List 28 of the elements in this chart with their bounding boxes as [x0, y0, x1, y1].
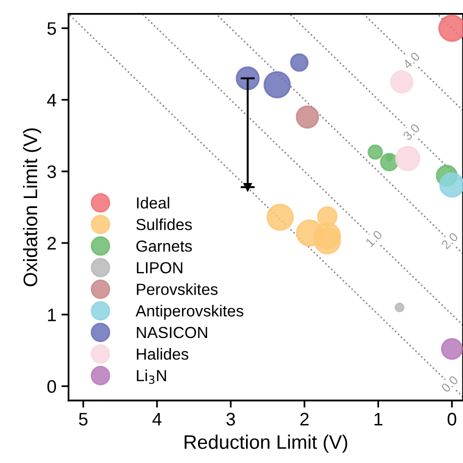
- x-tick-label: 5: [78, 412, 88, 426]
- legend-label: LIPON: [136, 262, 182, 274]
- legend-label: Perovskites: [136, 283, 218, 295]
- annotation: 0.0: [440, 375, 459, 393]
- y-tick-label: 3: [47, 165, 56, 178]
- legend-label: Antiperovskites: [136, 304, 244, 320]
- legend-label: Ideal: [137, 196, 170, 209]
- x-tick-label: 1: [374, 412, 382, 426]
- y-axis-title: Oxidation Limit (V): [22, 128, 42, 286]
- y-tick-label: 0: [47, 380, 56, 393]
- legend-label: Sulfides: [136, 218, 192, 230]
- annotation: 3.0: [402, 123, 420, 141]
- annotation: 1.0: [365, 230, 383, 248]
- x-tick-label: 0: [448, 412, 456, 426]
- x-tick-label: 3: [226, 412, 235, 426]
- annotation: 2.0: [440, 232, 459, 250]
- y-tick-label: 4: [47, 94, 56, 106]
- x-tick-label: 2: [300, 412, 309, 426]
- annotation: 4.0: [402, 51, 420, 70]
- legend-label: Li$_{3}$N: [136, 370, 166, 384]
- y-tick-label: 1: [48, 308, 56, 322]
- legend-label: Garnets: [136, 240, 192, 252]
- y-tick-label: 2: [48, 236, 56, 250]
- y-tick-label: 5: [47, 22, 56, 35]
- x-tick-label: 4: [152, 412, 162, 426]
- legend-label: NASICON: [136, 326, 208, 338]
- x-axis-title: Reduction Limit (V): [184, 434, 348, 453]
- legend-label: Halides: [136, 348, 188, 360]
